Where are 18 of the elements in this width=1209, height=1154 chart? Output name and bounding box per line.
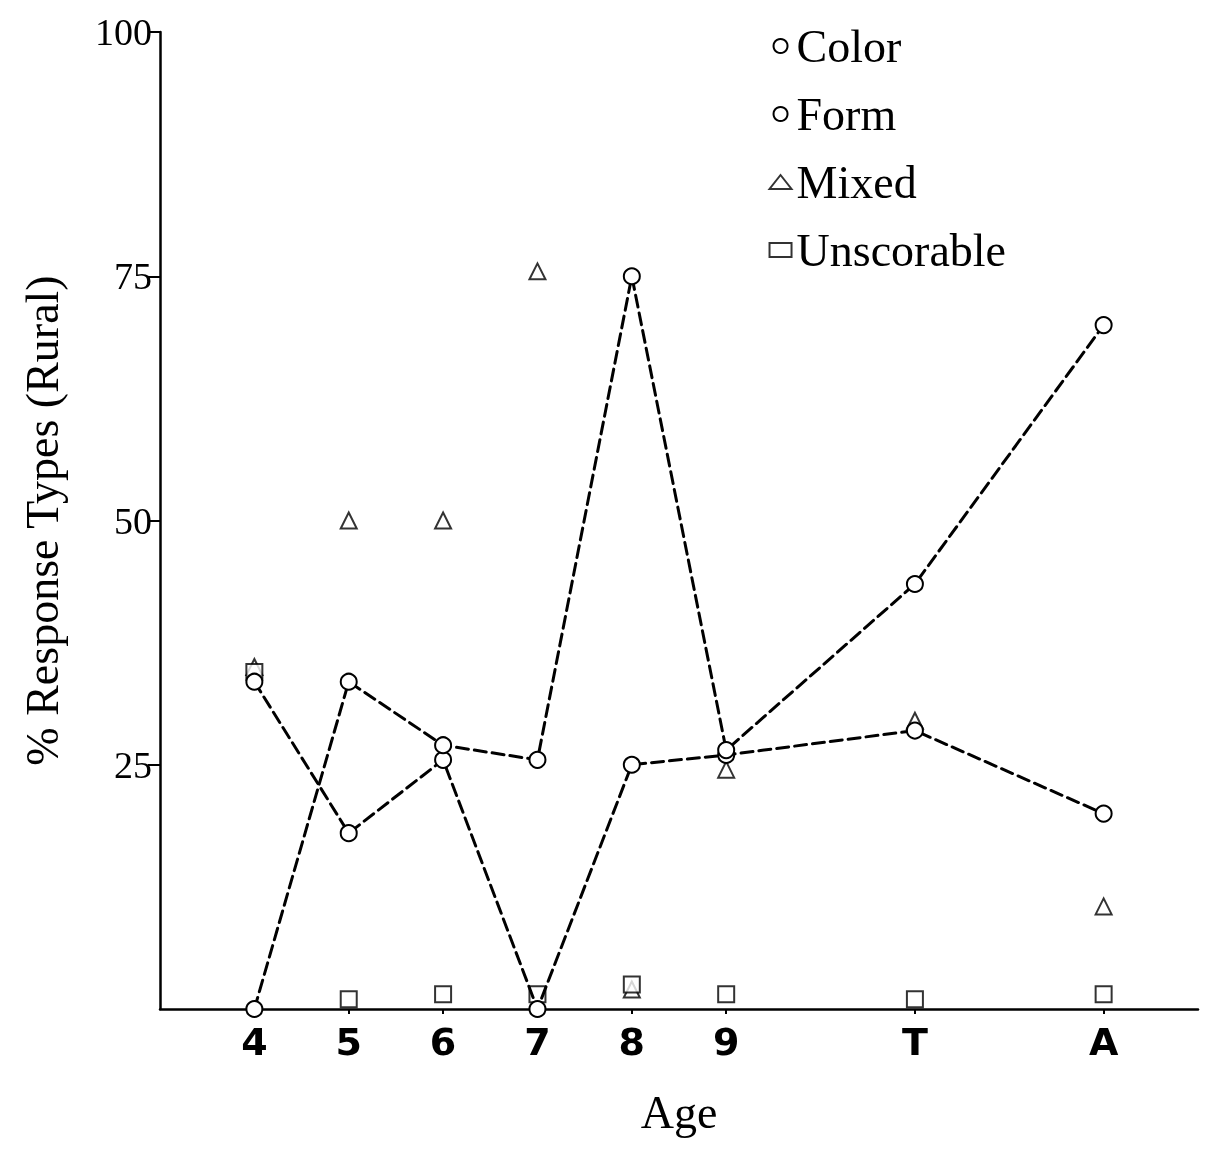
x-tick-label: 4 — [241, 1020, 268, 1064]
x-tick-label: 8 — [618, 1020, 646, 1064]
x-tick-label: 9 — [712, 1020, 740, 1064]
x-axis-title: Age — [640, 1086, 718, 1138]
x-tick-label: 7 — [524, 1020, 551, 1064]
y-tick-label: 100 — [95, 11, 152, 53]
y-axis-title: % Response Types (Rural) — [16, 275, 68, 766]
y-tick-label: 75 — [114, 255, 152, 298]
x-tick-label: A — [1088, 1020, 1119, 1064]
x-tick-label: 5 — [335, 1020, 362, 1064]
y-tick-label: 25 — [114, 743, 152, 786]
y-tick-label: 50 — [114, 499, 152, 542]
legend-label: Color — [796, 20, 902, 72]
x-tick-label: T — [901, 1020, 928, 1064]
legend-label: Mixed — [796, 156, 917, 208]
x-tick-label: 6 — [429, 1020, 457, 1064]
legend-label: Form — [796, 88, 897, 140]
legend-label: Unscorable — [796, 224, 1007, 276]
